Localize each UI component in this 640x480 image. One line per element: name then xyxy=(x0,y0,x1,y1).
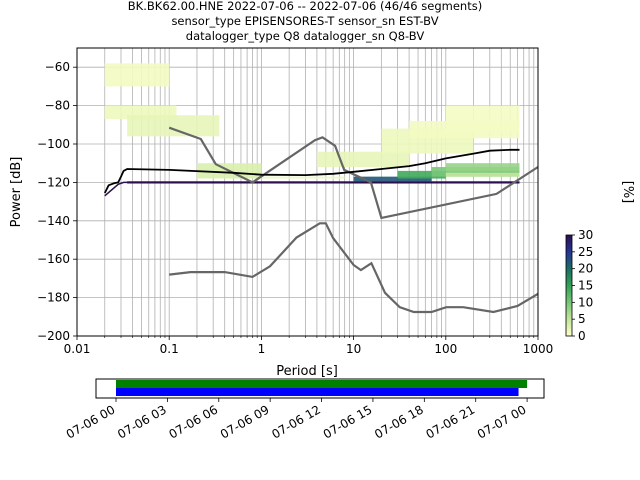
colorbar-tick-label: 30 xyxy=(578,228,593,242)
histogram-band xyxy=(261,176,345,179)
time-tick-label: 07-07 00 xyxy=(475,402,529,441)
x-tick-label: 0.01 xyxy=(64,342,91,356)
colorbar-tick-label: 10 xyxy=(578,295,593,309)
time-tick-label: 07-06 21 xyxy=(423,402,477,441)
histogram-band xyxy=(445,105,520,133)
histogram-band xyxy=(316,151,410,168)
y-tick-label: −140 xyxy=(37,214,70,228)
histogram-band xyxy=(445,172,520,177)
y-axis-label: Power [dB] xyxy=(9,157,24,228)
y-tick-label: −100 xyxy=(37,137,70,151)
histogram-band xyxy=(353,176,432,183)
colorbar-tick-label: 0 xyxy=(578,329,586,343)
title-line-3: datalogger_type Q8 datalogger_sn Q8-BV xyxy=(186,29,425,43)
time-tick-label: 07-06 15 xyxy=(321,402,375,441)
x-axis: 0.01 0.1 1 10 100 1000 xyxy=(64,336,554,356)
y-tick-label: −200 xyxy=(37,329,70,343)
histogram-band xyxy=(397,170,446,179)
y-tick-label: −180 xyxy=(37,291,70,305)
x-tick-label: 1 xyxy=(258,342,266,356)
y-tick-label: −120 xyxy=(37,175,70,189)
histogram-band xyxy=(445,163,520,171)
colorbar-tick-label: 15 xyxy=(578,279,593,293)
title-line-2: sensor_type EPISENSORES-T sensor_sn EST-… xyxy=(171,14,438,28)
min-psd-line xyxy=(104,181,520,197)
histogram-band xyxy=(127,115,220,137)
colorbar-tick-label: 20 xyxy=(578,262,593,276)
x-tick-label: 0.1 xyxy=(160,342,179,356)
colorbar-tick-label: 5 xyxy=(578,312,586,326)
colorbar-tick-label: 25 xyxy=(578,245,593,259)
plot-frame xyxy=(76,47,539,337)
x-tick-label: 10 xyxy=(346,342,361,356)
x-tick-label: 1000 xyxy=(523,342,554,356)
colorbar-label: [%] xyxy=(620,181,635,204)
colorbar: 0 5 10 15 20 25 30 [%] xyxy=(565,181,635,343)
time-tick-label: 07-06 00 xyxy=(64,402,118,441)
line-layer xyxy=(103,126,538,314)
coverage-bar xyxy=(116,380,528,388)
histogram-band xyxy=(431,167,520,177)
time-tick-label: 07-06 12 xyxy=(269,402,323,441)
title-line-1: BK.BK62.00.HNE 2022-07-06 -- 2022-07-06 … xyxy=(128,0,482,13)
psd-plot: 0.01 0.1 1 10 100 1000 −60 −80 −100 −120 −140 −160… xyxy=(9,47,554,379)
y-tick-label: −160 xyxy=(37,252,70,266)
histogram xyxy=(104,63,520,184)
new-low-noise-model-line xyxy=(169,222,538,314)
y-axis: −60 −80 −100 −120 −140 −160 −180 −200 xyxy=(37,60,77,343)
x-axis-label: Period [s] xyxy=(276,364,338,379)
new-high-noise-model-line xyxy=(168,126,538,220)
grid xyxy=(76,48,538,337)
histogram-band xyxy=(104,63,170,87)
y-tick-label: −80 xyxy=(45,99,70,113)
coverage-bar xyxy=(116,388,519,396)
time-tick-label: 07-06 03 xyxy=(115,402,169,441)
mode-psd-line xyxy=(103,148,520,194)
time-tick-label: 07-06 09 xyxy=(218,402,272,441)
y-tick-label: −60 xyxy=(45,60,70,74)
x-tick-label: 100 xyxy=(434,342,457,356)
colorbar-scale xyxy=(565,234,573,337)
time-tick-label: 07-06 18 xyxy=(372,402,426,441)
time-tick-label: 07-06 06 xyxy=(167,402,221,441)
